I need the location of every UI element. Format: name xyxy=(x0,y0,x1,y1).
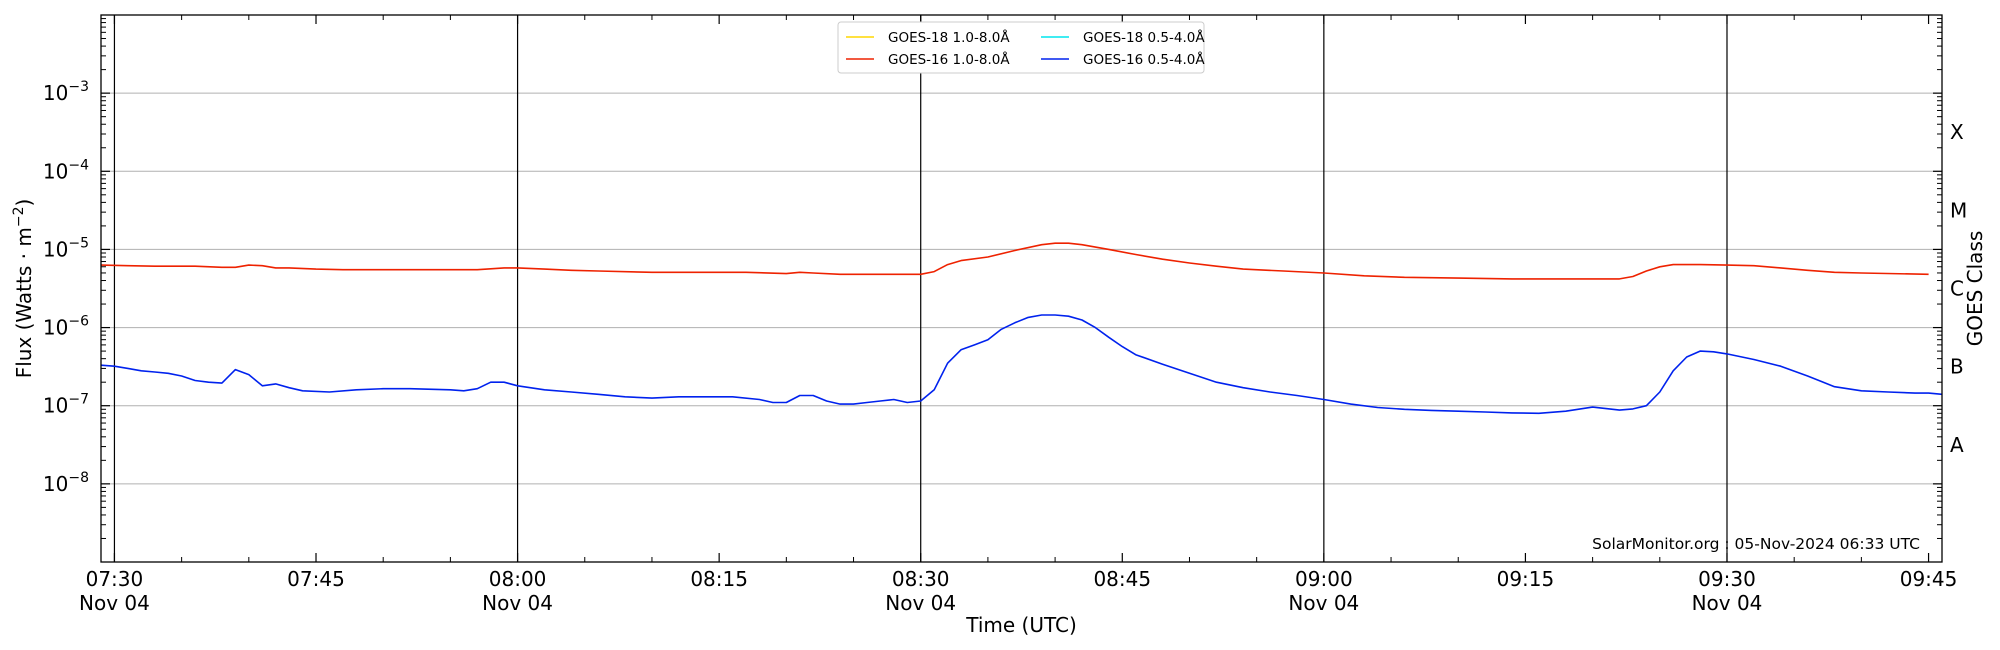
y-tick-base: 10 xyxy=(43,81,68,105)
goes-class-axis-title: GOES Class xyxy=(1963,231,1987,347)
x-tick-label: 09:45 xyxy=(1900,567,1958,591)
x-tick-date-label: Nov 04 xyxy=(79,591,150,615)
y-tick-exponent: −4 xyxy=(68,157,89,173)
goes-class-label: X xyxy=(1950,120,1964,144)
x-tick-label: 08:45 xyxy=(1093,567,1151,591)
y-axis-title-exp: −2 xyxy=(11,207,27,228)
legend-entry-label: GOES-18 1.0-8.0Å xyxy=(888,29,1010,46)
goes-class-label: B xyxy=(1950,355,1964,379)
y-tick-exponent: −7 xyxy=(68,392,89,408)
legend: GOES-18 1.0-8.0Å GOES-16 1.0-8.0Å GOES-18 … xyxy=(837,21,1205,74)
legend-entry-label: GOES-16 0.5-4.0Å xyxy=(1083,51,1205,68)
tick-layer xyxy=(101,15,1942,562)
x-tick-label: 08:00 xyxy=(489,567,547,591)
x-tick-label: 07:45 xyxy=(287,567,345,591)
y-tick-base: 10 xyxy=(43,159,68,183)
x-tick-label: 08:30 xyxy=(892,567,950,591)
plot-frame xyxy=(100,14,1943,563)
y-tick-base: 10 xyxy=(43,394,68,418)
watermark-text: SolarMonitor.org : 05-Nov-2024 06:33 UTC xyxy=(1592,535,1920,553)
y-tick-exponent: −8 xyxy=(68,470,89,486)
y-tick-label: 10−3 xyxy=(43,79,89,105)
x-tick-label: 09:30 xyxy=(1698,567,1756,591)
grid-layer xyxy=(101,15,1942,562)
y-tick-label: 10−5 xyxy=(43,235,89,261)
x-tick-date-label: Nov 04 xyxy=(482,591,553,615)
legend-entry-label: GOES-18 0.5-4.0Å xyxy=(1083,29,1205,46)
x-tick-date-label: Nov 04 xyxy=(1692,591,1763,615)
x-tick-label: 07:30 xyxy=(86,567,144,591)
y-tick-label: 10−4 xyxy=(43,157,89,183)
legend-box xyxy=(837,21,1205,74)
series-layer xyxy=(100,242,1943,415)
x-tick-date-label: Nov 04 xyxy=(885,591,956,615)
y-tick-label: 10−7 xyxy=(43,392,89,418)
series-line xyxy=(100,314,1943,415)
y-tick-base: 10 xyxy=(43,472,68,496)
y-tick-exponent: −3 xyxy=(68,79,89,95)
x-tick-label: 09:15 xyxy=(1497,567,1555,591)
y-axis-title-base: Flux (Watts · m xyxy=(12,227,36,378)
y-tick-exponent: −5 xyxy=(68,235,89,251)
series-line xyxy=(100,242,1929,280)
x-axis-title: Time (UTC) xyxy=(965,613,1077,637)
goes-class-label: M xyxy=(1950,198,1967,222)
y-tick-exponent: −6 xyxy=(68,314,89,330)
y-tick-label: 10−8 xyxy=(43,470,89,496)
x-tick-date-label: Nov 04 xyxy=(1288,591,1359,615)
goes-class-label: A xyxy=(1950,433,1964,457)
x-tick-label: 08:15 xyxy=(690,567,748,591)
y-tick-label: 10−6 xyxy=(43,314,89,340)
goes-class-label: C xyxy=(1950,277,1964,301)
legend-entry-label: GOES-16 1.0-8.0Å xyxy=(888,51,1010,68)
y-tick-base: 10 xyxy=(43,316,68,340)
y-axis-title: Flux (Watts · m−2) xyxy=(11,199,36,379)
y-tick-base: 10 xyxy=(43,237,68,261)
x-tick-label: 09:00 xyxy=(1295,567,1353,591)
y-axis-title-close: ) xyxy=(12,199,36,207)
